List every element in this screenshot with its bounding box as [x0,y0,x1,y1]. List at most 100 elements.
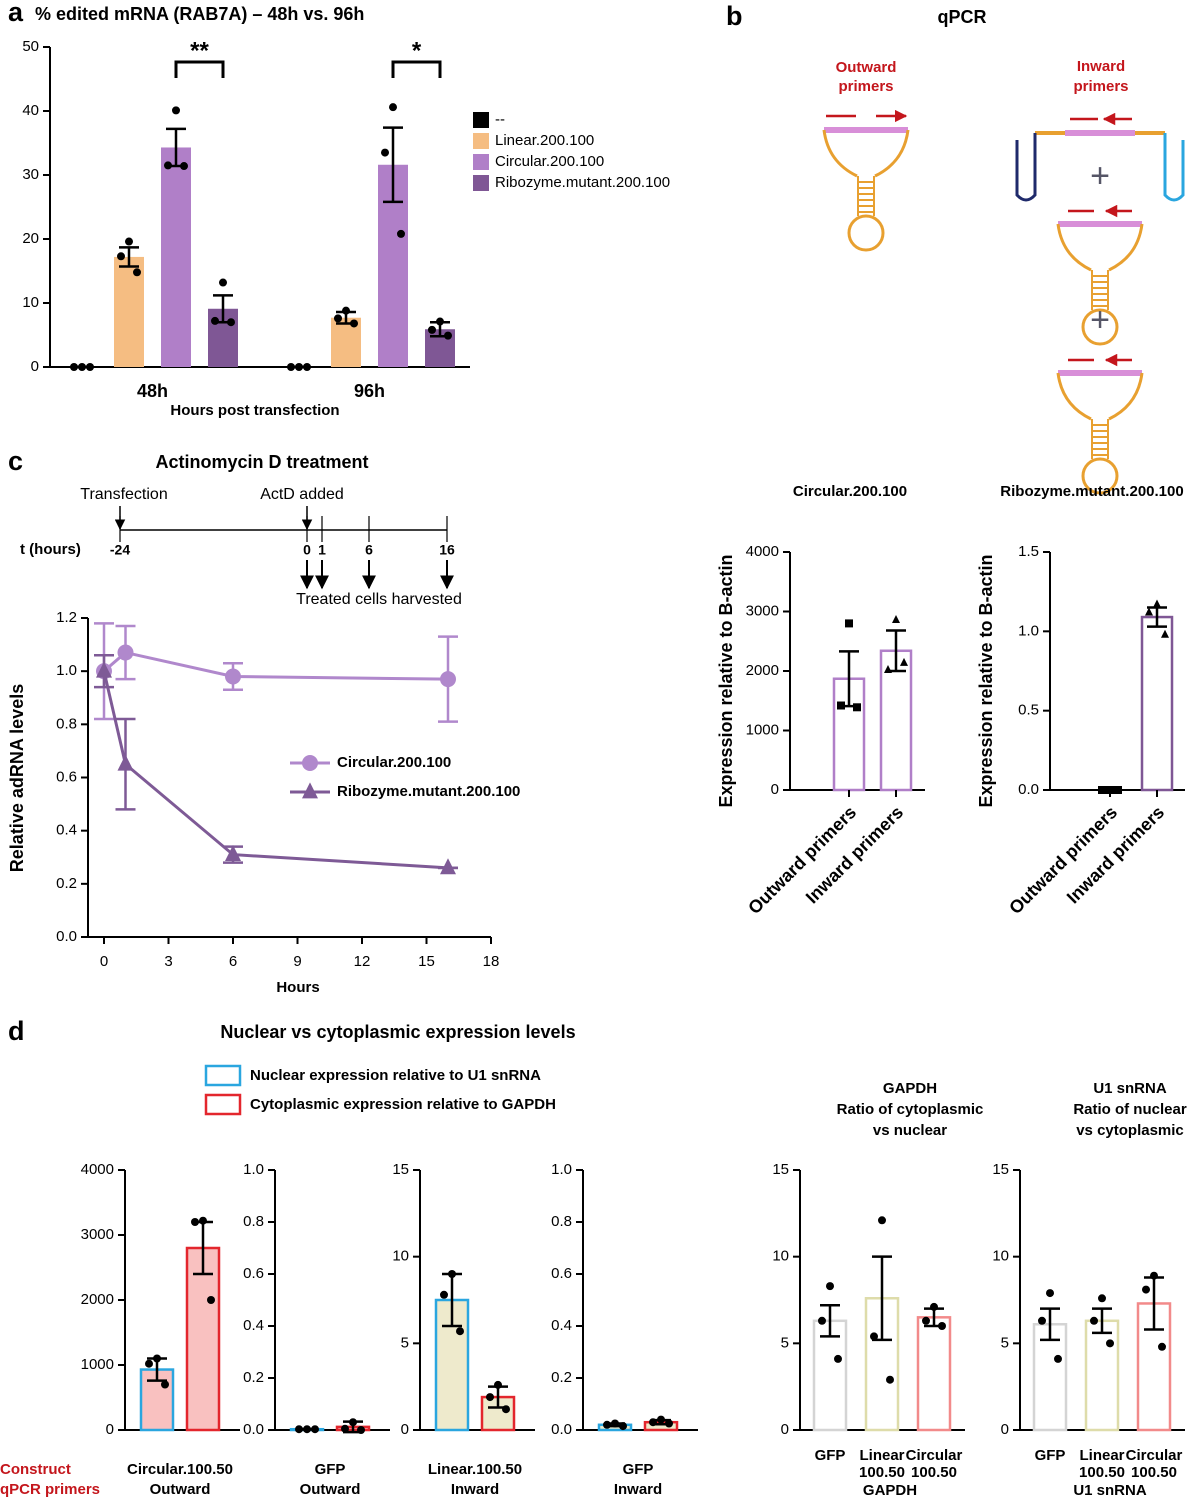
data-point [125,237,133,246]
data-point [295,1425,303,1434]
data-point [389,103,397,112]
y-tick-label: 0 [401,1421,409,1438]
data-point [334,314,342,323]
legend-label: Linear.200.100 [495,132,594,149]
y-tick-label: 1.5 [1018,543,1039,560]
y-tick-label: 1000 [746,721,779,738]
chart-title: Actinomycin D treatment [155,452,368,472]
data-point [161,1380,169,1389]
data-point [302,782,318,799]
y-tick-label: 10 [772,1248,789,1265]
y-tick-label: 0.8 [56,715,77,732]
svg-text:+: + [1090,301,1110,339]
x-tick-label: 48h [137,381,168,401]
construct-label: GFP [623,1461,654,1478]
y-tick-label: 0.8 [243,1213,264,1230]
data-point [486,1393,494,1402]
bar [1140,615,1174,792]
data-point [878,1216,886,1225]
y-tick-label: 0.0 [243,1421,264,1438]
legend-label: Ribozyme.mutant.200.100 [495,174,670,191]
data-point [1090,1316,1098,1325]
data-point [448,1270,456,1278]
primers-label: Outward [150,1481,211,1498]
y-tick-label: 20 [22,230,39,247]
x-tick-label: 96h [354,381,385,401]
timeline-tick-label: 0 [303,542,311,558]
y-tick-label: 0.0 [56,928,77,945]
x-tick-label: 15 [418,953,435,970]
data-point [1145,607,1153,616]
y-tick-label: 0.8 [551,1213,572,1230]
x-tick-label: 100.50 [1131,1464,1177,1481]
y-tick-label: 30 [22,166,39,183]
data-point [502,1405,510,1414]
y-tick-label: 15 [992,1161,1009,1178]
bar [916,1316,952,1432]
x-tick-label: 100.50 [1079,1464,1125,1481]
data-point [78,363,86,371]
data-point [870,1332,878,1341]
bar [879,649,913,792]
chart-title: Ribozyme.mutant.200.100 [1000,483,1183,500]
x-axis-label: Hours [276,979,319,996]
data-point [350,319,358,328]
data-point [341,1424,349,1433]
data-point [665,1419,673,1428]
chart-title: Ratio of cytoplasmic [837,1101,984,1118]
y-tick-label: 0.6 [551,1265,572,1282]
x-tick-label: GFP [1035,1447,1066,1464]
bar [1084,1319,1120,1432]
y-tick-label: 40 [22,102,39,119]
legend-label: -- [495,111,505,128]
data-point [199,1216,207,1225]
legend-swatch [473,112,489,128]
data-point [1161,629,1169,638]
x-axis-label: GAPDH [863,1482,917,1499]
data-point [1098,1294,1106,1303]
y-tick-label: 5 [1001,1334,1009,1351]
legend-swatch [204,1093,242,1116]
legend-label: Nuclear expression relative to U1 snRNA [250,1067,541,1084]
y-tick-label: 0.4 [243,1317,264,1334]
data-point [853,703,861,712]
data-point [295,363,303,371]
data-point [172,106,180,115]
y-tick-label: 3000 [746,602,779,619]
data-point [834,1354,842,1363]
x-tick-label: 100.50 [859,1464,905,1481]
y-tick-label: 0.2 [551,1369,572,1386]
y-tick-label: 1.0 [551,1161,572,1178]
significance-bracket [174,60,225,78]
data-point [1106,1339,1114,1348]
data-point [1114,786,1122,794]
data-point [117,252,125,261]
data-point [886,1375,894,1384]
timeline-tick-label: 1 [318,542,326,558]
y-tick-label: 0 [771,781,779,798]
data-point [225,844,241,861]
y-tick-label: 0 [1001,1421,1009,1438]
data-point [302,755,318,771]
data-point [70,363,78,371]
y-tick-label: 50 [22,38,39,55]
data-point [649,1418,657,1427]
y-tick-label: 1000 [81,1356,114,1373]
x-tick-label: Circular [906,1447,963,1464]
y-axis-label: Relative adRNA levels [7,684,27,872]
data-point [311,1425,319,1434]
harvest-label: Treated cells harvested [296,591,462,608]
y-tick-label: 0.2 [243,1369,264,1386]
timeline-event: Transfection [80,486,167,503]
y-tick-label: 5 [781,1334,789,1351]
data-point [1038,1316,1046,1325]
panel-letter: d [8,1016,25,1046]
y-tick-label: 0.6 [243,1265,264,1282]
data-point [938,1322,946,1330]
y-tick-label: 10 [392,1248,409,1265]
line [102,670,449,870]
data-point [1098,786,1106,794]
significance-label: ** [190,37,209,64]
data-point [611,1419,619,1428]
